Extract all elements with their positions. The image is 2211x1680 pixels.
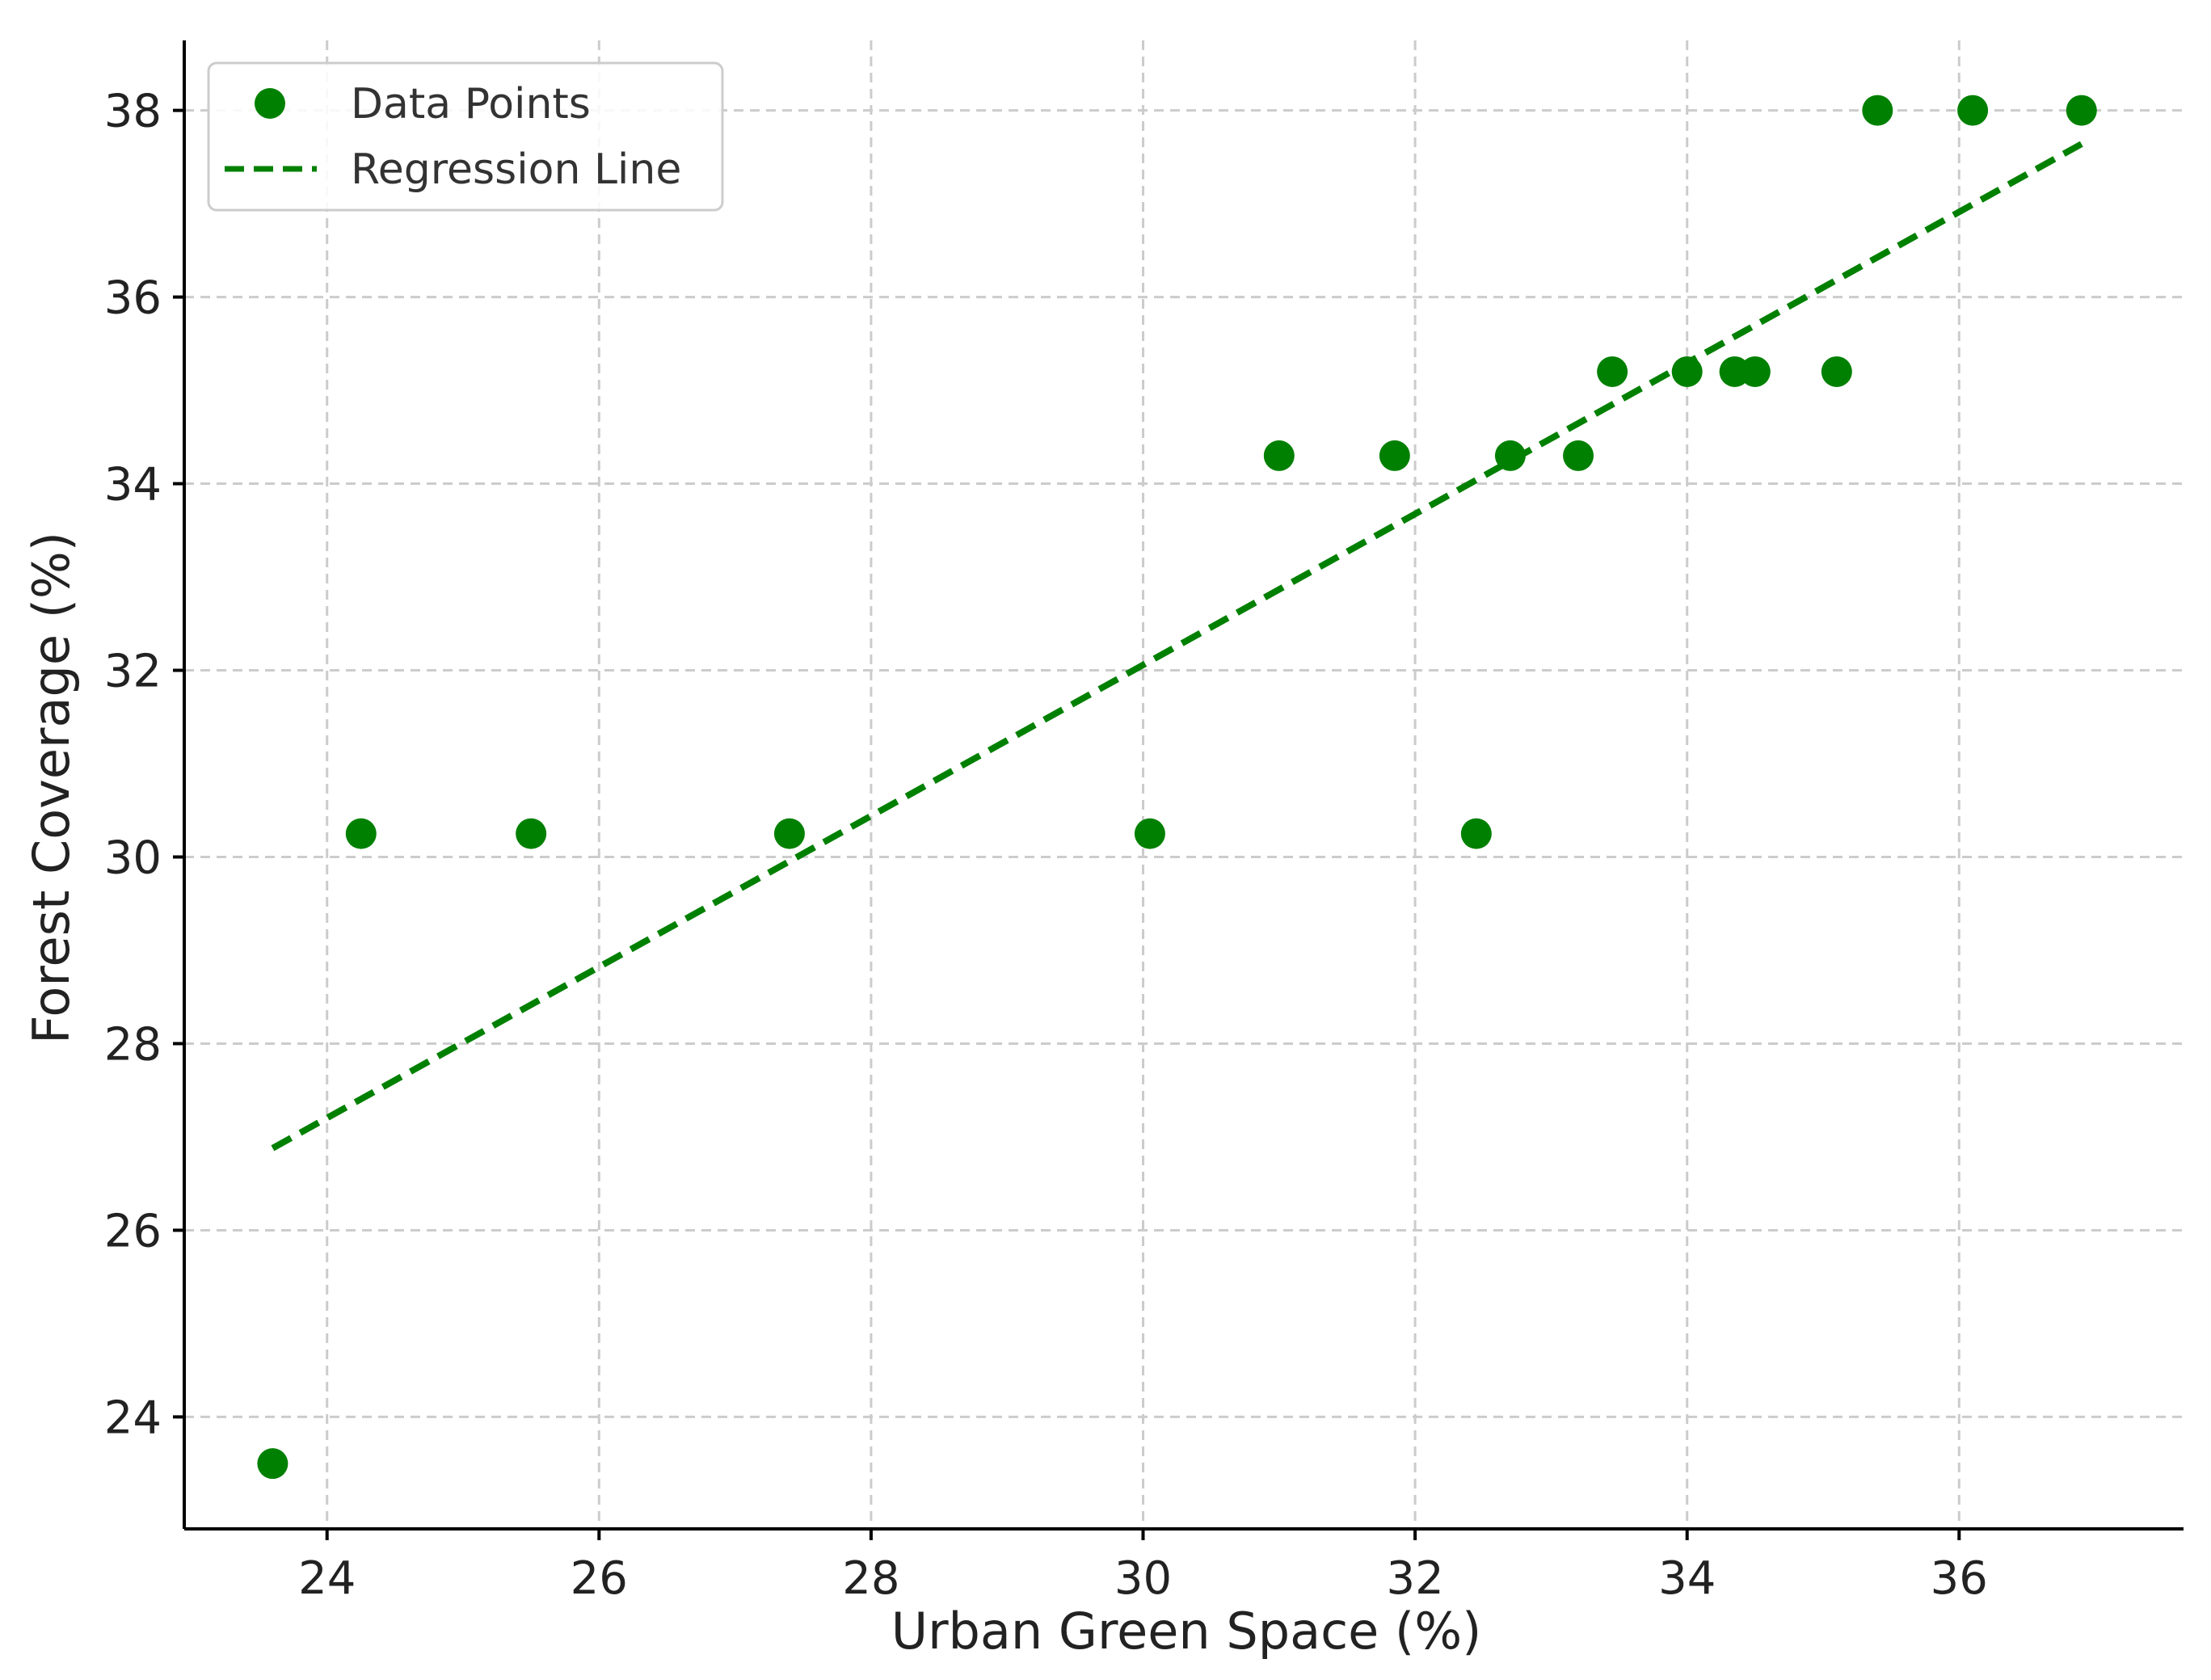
x-axis-label: Urban Green Space (%) — [891, 1602, 1482, 1661]
legend-label-data-points: Data Points — [351, 80, 591, 128]
data-point — [1671, 356, 1703, 387]
data-point — [773, 818, 805, 849]
data-point — [1739, 356, 1771, 387]
data-point — [1821, 356, 1852, 387]
y-tick-label: 30 — [104, 832, 162, 885]
y-axis-label: Forest Coverage (%) — [22, 532, 81, 1044]
data-point — [1263, 440, 1295, 471]
regression-layer — [271, 141, 2083, 1152]
y-tick-label: 34 — [104, 459, 162, 512]
x-tick-label: 32 — [1386, 1552, 1443, 1605]
y-tick-label: 36 — [104, 272, 162, 325]
data-point — [257, 1448, 288, 1480]
data-point — [1957, 95, 1989, 126]
data-point — [2066, 95, 2097, 126]
axes — [183, 40, 2184, 1531]
data-point — [1460, 818, 1492, 849]
grid — [184, 40, 2184, 1529]
legend: Data Points Regression Line — [207, 61, 724, 212]
y-tick-label: 26 — [104, 1205, 162, 1257]
x-tick-label: 36 — [1931, 1552, 1988, 1605]
data-points-layer — [257, 95, 2097, 1480]
y-tick-label: 24 — [104, 1392, 162, 1444]
data-point — [1494, 440, 1526, 471]
x-tick-label: 26 — [571, 1552, 628, 1605]
data-point — [1597, 356, 1628, 387]
regression-line — [271, 141, 2083, 1152]
data-point — [1134, 818, 1165, 849]
data-point — [1862, 95, 1893, 126]
y-tick-label: 28 — [104, 1018, 162, 1071]
y-tick-label: 38 — [104, 86, 162, 138]
y-ticks: 24 26 28 30 32 34 36 38 — [104, 86, 184, 1444]
x-tick-label: 28 — [842, 1552, 899, 1605]
data-point — [516, 818, 547, 849]
legend-box — [207, 61, 724, 212]
data-point — [345, 818, 377, 849]
x-tick-label: 24 — [298, 1552, 356, 1605]
x-tick-label: 30 — [1114, 1552, 1172, 1605]
x-tick-label: 34 — [1658, 1552, 1716, 1605]
legend-label-regression-line: Regression Line — [351, 145, 681, 194]
data-point — [1563, 440, 1594, 471]
data-point — [1379, 440, 1410, 471]
y-tick-label: 32 — [104, 646, 162, 698]
legend-marker-data-points — [255, 88, 285, 119]
x-ticks: 24 26 28 30 32 34 36 — [298, 1529, 1988, 1605]
